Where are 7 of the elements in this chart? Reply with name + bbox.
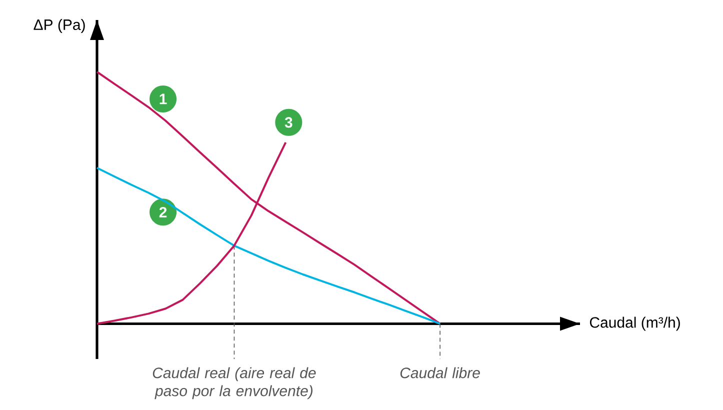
y-axis-title: ΔP (Pa) <box>34 19 85 33</box>
series-label: 2 <box>159 206 167 218</box>
x-axis-title: Caudal (m³/h) <box>590 316 680 331</box>
series-label: 1 <box>160 94 167 104</box>
series-label: 3 <box>284 117 292 128</box>
text: Caudal real (aire real de paso por la envolvente) <box>152 367 316 400</box>
text: Caudal libre <box>400 367 480 378</box>
